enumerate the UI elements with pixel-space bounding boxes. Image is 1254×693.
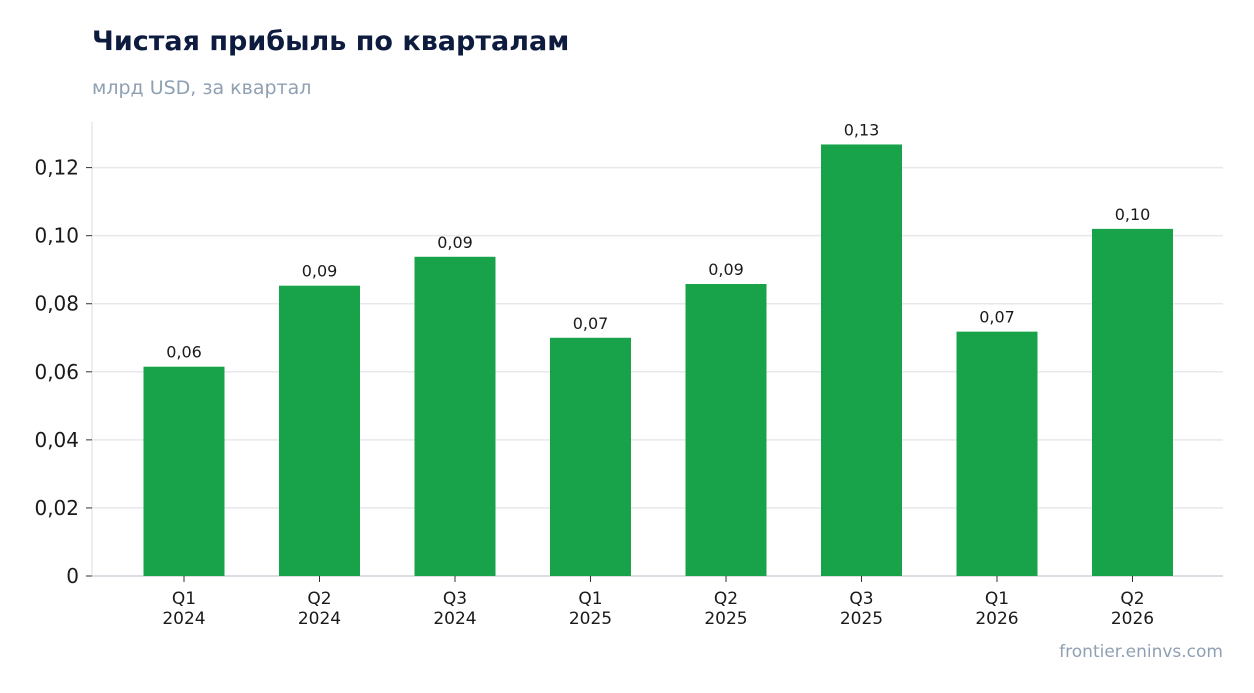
data-label: 0,07 [573,314,609,333]
source-credit: frontier.eninvs.com [1059,642,1223,662]
x-tick-label: Q2 [714,589,738,609]
y-tick-label: 0,04 [34,428,79,452]
bar [821,144,902,576]
x-tick-label: Q2 [1120,589,1144,609]
x-tick-label: 2025 [704,609,747,629]
bar [550,337,631,576]
y-tick-label: 0 [66,564,79,588]
x-tick-label: 2025 [840,609,883,629]
bar [1092,228,1173,576]
bar [956,331,1038,576]
bar [279,285,360,576]
x-tick-label: 2026 [1111,609,1154,629]
y-tick-label: 0,08 [34,292,79,316]
x-tick-label: Q3 [849,589,873,609]
data-label: 0,09 [437,233,473,252]
x-tick-label: 2024 [298,609,341,629]
x-tick-label: Q1 [578,589,602,609]
data-label: 0,10 [1115,205,1151,224]
x-tick-label: 2025 [569,609,612,629]
y-tick-label: 0,06 [34,360,79,384]
x-tick-label: Q1 [985,589,1009,609]
data-label: 0,09 [302,262,338,281]
chart-subtitle: млрд USD, за квартал [92,77,312,99]
x-axis-ticks: Q12024Q22024Q32024Q12025Q22025Q32025Q120… [162,576,1154,629]
x-tick-label: Q3 [443,589,467,609]
data-labels: 0,06 0,09 0,09 0,07 0,09 0,13 0,07 0,10 [166,120,1150,361]
y-tick-label: 0,02 [34,496,79,520]
data-label: 0,07 [979,308,1015,327]
data-label: 0,06 [166,343,202,362]
bar [414,256,496,576]
x-tick-label: Q2 [307,589,331,609]
x-tick-label: 2026 [975,609,1018,629]
bar [685,283,767,576]
y-axis-ticks: 0 0,02 0,04 0,06 0,08 0,10 0,12 [34,156,92,588]
data-label: 0,09 [708,260,744,279]
chart-title: Чистая прибыль по кварталам [92,26,570,57]
x-tick-label: 2024 [433,609,476,629]
bar [143,366,225,576]
y-tick-label: 0,10 [34,224,79,248]
gridlines [92,166,1223,509]
x-tick-label: 2024 [162,609,205,629]
x-tick-label: Q1 [172,589,196,609]
bars [143,144,1173,576]
y-tick-label: 0,12 [34,156,79,180]
data-label: 0,13 [844,120,880,139]
